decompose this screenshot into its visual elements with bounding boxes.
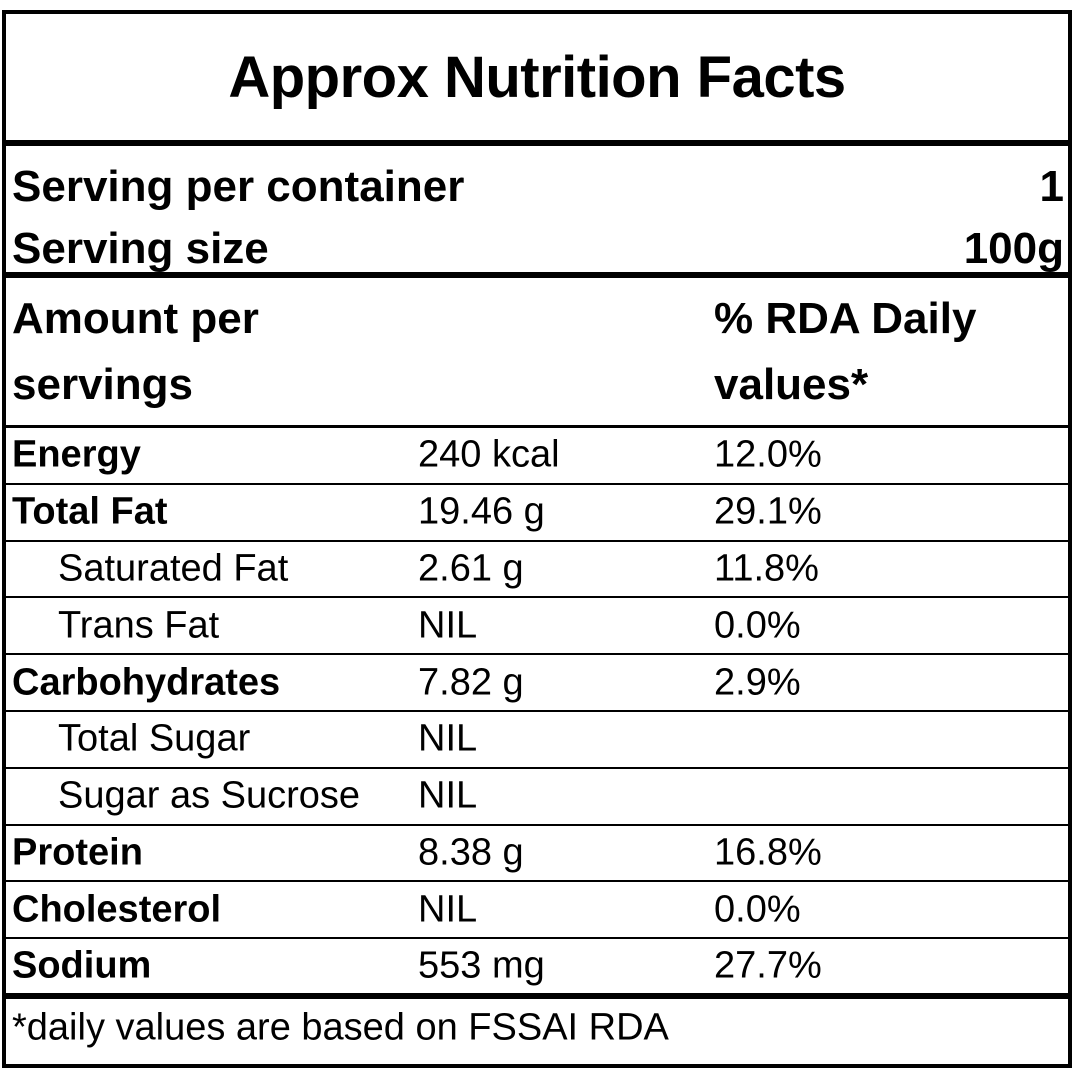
nutrient-name: Saturated Fat — [58, 547, 289, 590]
nutrient-amount: 553 mg — [418, 944, 545, 987]
amount-per-serving-header: Amount per servings — [12, 294, 259, 409]
nutrient-name: Carbohydrates — [12, 661, 281, 704]
rda-daily-values-header: % RDA Daily values* — [714, 294, 977, 409]
nutrient-rda-percent: 12.0% — [714, 433, 822, 476]
nutrient-row-saturated-fat: Saturated Fat 2.61 g 11.8% — [6, 542, 1068, 599]
column-header: Amount per servings % RDA Daily values* — [6, 278, 1068, 428]
nutrient-rda-percent: 11.8% — [714, 547, 819, 590]
footnote-text: *daily values are based on FSSAI RDA — [12, 1006, 669, 1049]
nutrient-amount: NIL — [418, 717, 478, 760]
serving-size-label: Serving size — [12, 224, 269, 273]
nutrient-rda-percent: 0.0% — [714, 604, 801, 647]
nutrient-amount: 8.38 g — [418, 831, 524, 874]
nutrient-amount: 19.46 g — [418, 490, 545, 533]
footnote: *daily values are based on FSSAI RDA — [6, 999, 1068, 1057]
nutrient-row-protein: Protein 8.38 g 16.8% — [6, 826, 1068, 883]
nutrition-facts-label: Approx Nutrition Facts Serving per conta… — [2, 10, 1072, 1068]
nutrient-row-total-sugar: Total Sugar NIL — [6, 712, 1068, 769]
nutrient-row-sugar-as-sucrose: Sugar as Sucrose NIL — [6, 769, 1068, 826]
serving-size-row: Serving size 100g — [12, 218, 1064, 280]
nutrient-rda-percent: 0.0% — [714, 888, 801, 931]
nutrient-rda-percent: 16.8% — [714, 831, 822, 874]
nutrient-name: Energy — [12, 433, 141, 476]
nutrient-row-carbohydrates: Carbohydrates 7.82 g 2.9% — [6, 655, 1068, 712]
serving-per-container-value: 1 — [1039, 162, 1064, 211]
nutrient-amount: 240 kcal — [418, 433, 560, 476]
serving-info: Serving per container 1 Serving size 100… — [6, 146, 1068, 278]
serving-size-value: 100g — [963, 224, 1064, 273]
nutrient-name: Sodium — [12, 944, 152, 987]
nutrient-rda-percent: 27.7% — [714, 944, 822, 987]
nutrient-amount: NIL — [418, 888, 478, 931]
nutrient-name: Total Fat — [12, 490, 168, 533]
nutrient-row-trans-fat: Trans Fat NIL 0.0% — [6, 598, 1068, 656]
title-row: Approx Nutrition Facts — [6, 14, 1068, 146]
nutrient-rda-percent: 29.1% — [714, 490, 822, 533]
nutrient-amount: NIL — [418, 774, 478, 817]
nutrient-row-energy: Energy 240 kcal 12.0% — [6, 428, 1068, 485]
nutrient-row-cholesterol: Cholesterol NIL 0.0% — [6, 882, 1068, 940]
nutrient-name: Total Sugar — [58, 717, 251, 760]
page-title: Approx Nutrition Facts — [228, 44, 846, 110]
nutrient-name: Sugar as Sucrose — [58, 774, 361, 817]
nutrient-amount: 7.82 g — [418, 661, 524, 704]
nutrient-row-total-fat: Total Fat 19.46 g 29.1% — [6, 485, 1068, 542]
nutrient-amount: NIL — [418, 604, 478, 647]
nutrient-row-sodium: Sodium 553 mg 27.7% — [6, 939, 1068, 1000]
nutrient-name: Cholesterol — [12, 888, 222, 931]
nutrient-name: Trans Fat — [58, 604, 220, 647]
nutrient-rda-percent: 2.9% — [714, 661, 801, 704]
serving-per-container-label: Serving per container — [12, 162, 465, 211]
nutrient-amount: 2.61 g — [418, 547, 524, 590]
serving-per-container-row: Serving per container 1 — [12, 156, 1064, 218]
nutrient-name: Protein — [12, 831, 143, 874]
